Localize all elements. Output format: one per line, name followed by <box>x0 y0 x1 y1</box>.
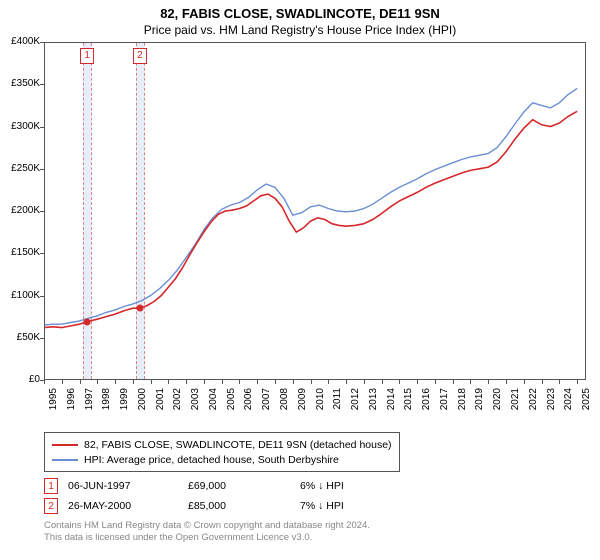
sale-info-delta: 6% ↓ HPI <box>300 480 400 492</box>
sale-info-date: 06-JUN-1997 <box>68 480 188 492</box>
series-line-property <box>44 111 577 327</box>
series-line-hpi <box>44 89 577 326</box>
sale-info-marker: 2 <box>44 498 58 514</box>
sale-info-price: £85,000 <box>188 500 300 512</box>
sale-dot <box>136 305 143 312</box>
sale-info-date: 26-MAY-2000 <box>68 500 188 512</box>
sale-info-row: 1 06-JUN-1997£69,0006% ↓ HPI <box>44 478 400 494</box>
sale-info-row: 2 26-MAY-2000£85,0007% ↓ HPI <box>44 498 400 514</box>
chart-lines <box>0 0 600 560</box>
sale-dot <box>84 318 91 325</box>
sale-info-price: £69,000 <box>188 480 300 492</box>
sale-info-delta: 7% ↓ HPI <box>300 500 400 512</box>
sale-info-marker: 1 <box>44 478 58 494</box>
